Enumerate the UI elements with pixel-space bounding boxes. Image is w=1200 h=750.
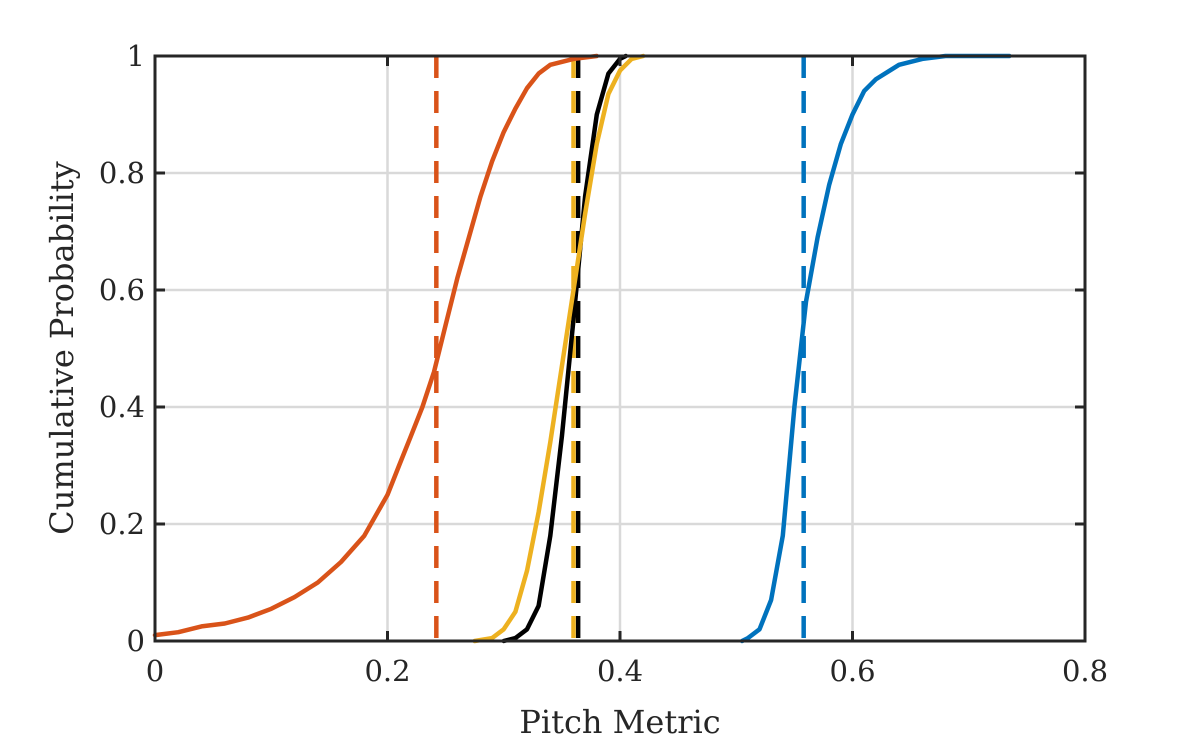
y-tick-label: 0.6 bbox=[99, 273, 145, 307]
cdf-series-line bbox=[739, 53, 1012, 644]
cdf-series-line bbox=[472, 53, 646, 644]
x-tick-label: 0 bbox=[146, 654, 164, 688]
tick-marks bbox=[153, 54, 1087, 643]
x-tick-label: 0.8 bbox=[1062, 654, 1108, 688]
series-layer bbox=[152, 53, 1012, 644]
y-tick-label: 1 bbox=[127, 39, 145, 73]
grid-lines bbox=[155, 56, 1085, 641]
x-tick-label: 0.2 bbox=[364, 654, 410, 688]
cdf-series-line bbox=[152, 53, 600, 638]
x-axis-label: Pitch Metric bbox=[519, 703, 720, 741]
y-axis-label: Cumulative Probability bbox=[43, 161, 81, 534]
y-tick-label: 0.4 bbox=[99, 390, 145, 424]
cdf-series-line bbox=[501, 53, 629, 644]
tick-labels: 0 0.2 0.4 0.6 0.8 0 0.2 0.4 0.6 0.8 1 bbox=[99, 39, 1108, 688]
y-tick-label: 0 bbox=[127, 624, 145, 658]
x-tick-label: 0.4 bbox=[597, 654, 643, 688]
y-tick-label: 0.8 bbox=[99, 156, 145, 190]
y-tick-label: 0.2 bbox=[99, 507, 145, 541]
x-tick-label: 0.6 bbox=[829, 654, 875, 688]
